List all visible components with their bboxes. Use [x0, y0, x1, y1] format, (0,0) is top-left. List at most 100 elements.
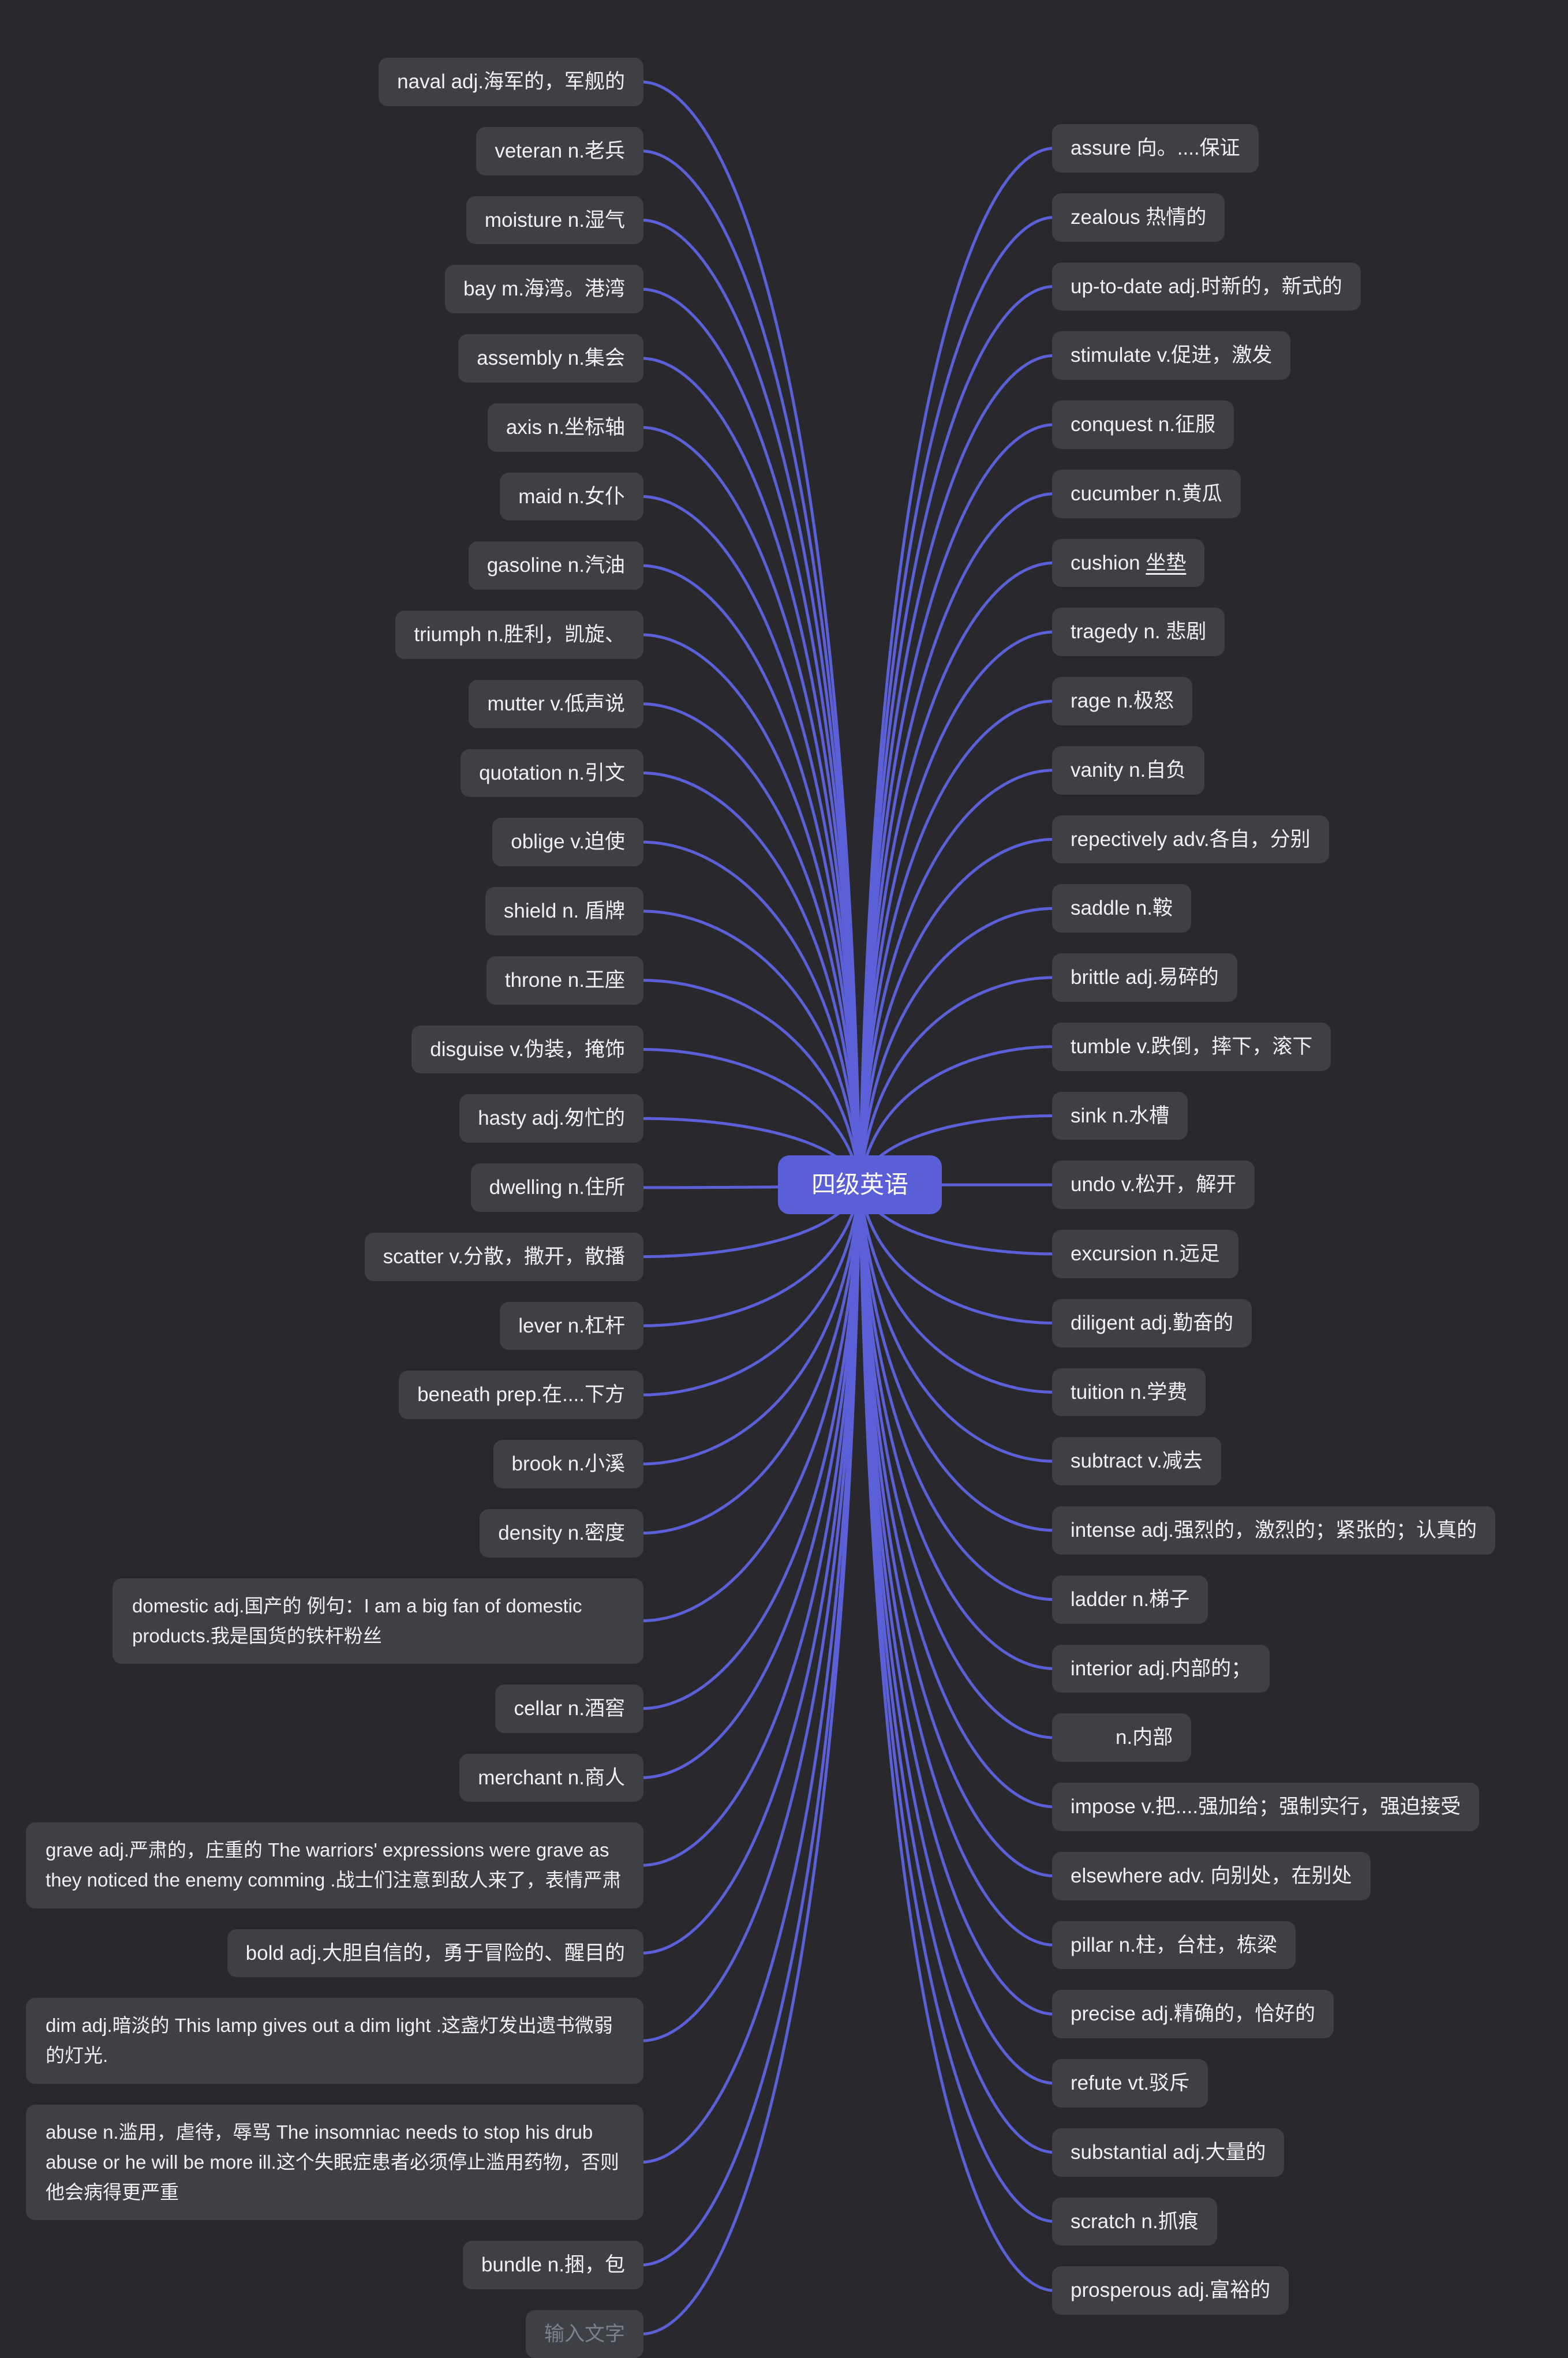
topic-node[interactable]: impose v.把....强加给；强制实行，强迫接受	[1052, 1783, 1479, 1831]
topic-label: brittle adj.易碎的	[1071, 966, 1219, 989]
topic-node[interactable]: grave adj.严肃的，庄重的 The warriors' expressi…	[26, 1822, 643, 1908]
topic-node[interactable]: abuse n.滥用，虐待，辱骂 The insomniac needs to …	[26, 2105, 643, 2220]
topic-node[interactable]: domestic adj.国产的 例句：I am a big fan of do…	[113, 1578, 643, 1664]
topic-label: diligent adj.勤奋的	[1071, 1312, 1233, 1334]
topic-label: cushion	[1071, 552, 1146, 574]
topic-node[interactable]: disguise v.伪装，掩饰	[411, 1025, 643, 1074]
topic-node[interactable]: dim adj.暗淡的 This lamp gives out a dim li…	[26, 1998, 643, 2083]
topic-label: ladder n.梯子	[1071, 1588, 1189, 1611]
topic-node[interactable]: cellar n.酒窖	[495, 1685, 643, 1733]
topic-label: abuse n.滥用，虐待，辱骂 The insomniac needs to …	[46, 2121, 619, 2203]
topic-node[interactable]: subtract v.减去	[1052, 1437, 1221, 1485]
topic-node[interactable]: scratch n.抓痕	[1052, 2198, 1217, 2246]
topic-node[interactable]: substantial adj.大量的	[1052, 2128, 1284, 2177]
topic-node[interactable]: quotation n.引文	[461, 749, 643, 798]
topic-node[interactable]: dwelling n.住所	[471, 1163, 643, 1212]
topic-label: gasoline n.汽油	[487, 554, 625, 577]
topic-node[interactable]: prosperous adj.富裕的	[1052, 2266, 1289, 2315]
topic-node[interactable]: repectively adv.各自，分别	[1052, 815, 1329, 864]
topic-label: substantial adj.大量的	[1071, 2141, 1266, 2164]
topic-label: tumble v.跌倒，摔下，滚下	[1071, 1035, 1312, 1058]
topic-node[interactable]: shield n. 盾牌	[485, 887, 643, 935]
topic-node[interactable]: assure 向。....保证	[1052, 124, 1259, 173]
topic-node[interactable]: tragedy n. 悲剧	[1052, 608, 1225, 656]
topic-label: dwelling n.住所	[489, 1176, 625, 1199]
topic-node[interactable]: excursion n.远足	[1052, 1230, 1238, 1278]
topic-label: triumph n.胜利，凯旋、	[414, 623, 625, 646]
topic-node[interactable]: n.内部	[1052, 1713, 1191, 1762]
topic-node[interactable]: bundle n.捆，包	[463, 2241, 643, 2289]
topic-label: zealous 热情的	[1071, 206, 1206, 229]
branch-line	[860, 286, 1054, 1185]
branch-line	[860, 1185, 1054, 1461]
branch-line	[860, 632, 1054, 1185]
topic-node[interactable]: moisture n.湿气	[466, 196, 643, 245]
topic-label: conquest n.征服	[1071, 413, 1215, 436]
topic-node[interactable]: undo v.松开，解开	[1052, 1161, 1255, 1209]
topic-node[interactable]: naval adj.海军的，军舰的	[379, 58, 643, 106]
topic-label: hasty adj.匆忙的	[478, 1107, 625, 1129]
topic-node[interactable]: conquest n.征服	[1052, 401, 1234, 449]
topic-node[interactable]: brook n.小溪	[493, 1440, 643, 1488]
branch-line	[641, 1185, 860, 1709]
central-topic[interactable]: 四级英语	[778, 1155, 942, 1214]
topic-node[interactable]: diligent adj.勤奋的	[1052, 1299, 1252, 1348]
topic-label: up-to-date adj.时新的，新式的	[1071, 275, 1342, 298]
topic-node[interactable]: axis n.坐标轴	[488, 403, 643, 452]
topic-label: oblige v.迫使	[511, 830, 625, 853]
topic-node[interactable]: oblige v.迫使	[492, 818, 643, 866]
topic-node[interactable]: up-to-date adj.时新的，新式的	[1052, 263, 1361, 311]
topic-node[interactable]: precise adj.精确的，恰好的	[1052, 1990, 1334, 2038]
topic-node[interactable]: tumble v.跌倒，摔下，滚下	[1052, 1023, 1331, 1071]
topic-node[interactable]: ladder n.梯子	[1052, 1575, 1208, 1624]
topic-node[interactable]: merchant n.商人	[459, 1754, 643, 1802]
topic-node[interactable]: elsewhere adv. 向别处，在别处	[1052, 1852, 1371, 1900]
topic-label: beneath prep.在....下方	[417, 1383, 625, 1406]
topic-label: assure 向。....保证	[1071, 137, 1240, 159]
topic-node[interactable]: triumph n.胜利，凯旋、	[395, 611, 643, 659]
topic-node[interactable]: cucumber n.黄瓜	[1052, 470, 1241, 518]
topic-node[interactable]: veteran n.老兵	[476, 127, 643, 175]
topic-node[interactable]: pillar n.柱，台柱，栋梁	[1052, 1921, 1296, 1970]
topic-node[interactable]: sink n.水槽	[1052, 1092, 1188, 1140]
topic-node[interactable]: assembly n.集会	[458, 334, 643, 383]
topic-node[interactable]: maid n.女仆	[500, 473, 643, 521]
branch-line	[860, 1185, 1054, 2083]
topic-input-placeholder[interactable]: 输入文字	[526, 2310, 643, 2358]
left-branch-column: naval adj.海军的，军舰的 veteran n.老兵 moisture n.…	[23, 58, 643, 2358]
topic-node[interactable]: gasoline n.汽油	[469, 541, 643, 590]
branch-line	[860, 1185, 1054, 2290]
topic-label: sink n.水槽	[1071, 1105, 1169, 1127]
topic-label: scratch n.抓痕	[1071, 2210, 1199, 2233]
topic-node[interactable]: intense adj.强烈的，激烈的；紧张的；认真的	[1052, 1506, 1495, 1555]
topic-label: scatter v.分散，撒开，散播	[383, 1245, 625, 1268]
topic-node[interactable]: beneath prep.在....下方	[399, 1371, 643, 1419]
topic-node[interactable]: vanity n.自负	[1052, 746, 1204, 795]
topic-node[interactable]: rage n.极怒	[1052, 677, 1192, 725]
topic-node[interactable]: interior adj.内部的；	[1052, 1645, 1270, 1693]
topic-node[interactable]: density n.密度	[480, 1509, 643, 1558]
topic-node[interactable]: zealous 热情的	[1052, 193, 1225, 242]
topic-node[interactable]: refute vt.驳斥	[1052, 2059, 1208, 2108]
topic-label: intense adj.强烈的，激烈的；紧张的；认真的	[1071, 1519, 1477, 1541]
topic-node[interactable]: scatter v.分散，撒开，散播	[365, 1233, 643, 1281]
topic-label: axis n.坐标轴	[506, 416, 625, 439]
topic-label: merchant n.商人	[478, 1766, 625, 1789]
topic-node[interactable]: bay m.海湾。港湾	[445, 265, 643, 313]
topic-label: rage n.极怒	[1071, 690, 1174, 712]
topic-node[interactable]: stimulate v.促进，激发	[1052, 331, 1290, 380]
branch-line	[860, 218, 1054, 1185]
topic-label: precise adj.精确的，恰好的	[1071, 2003, 1315, 2025]
topic-node[interactable]: mutter v.低声说	[469, 680, 643, 728]
topic-node[interactable]: cushion 坐垫	[1052, 539, 1204, 587]
branch-line	[860, 1185, 1054, 1530]
topic-node[interactable]: bold adj.大胆自信的，勇于冒险的、醒目的	[227, 1929, 643, 1978]
topic-node[interactable]: tuition n.学费	[1052, 1368, 1206, 1417]
topic-node[interactable]: throne n.王座	[487, 956, 643, 1005]
topic-label: impose v.把....强加给；强制实行，强迫接受	[1071, 1795, 1461, 1818]
topic-node[interactable]: saddle n.鞍	[1052, 884, 1191, 933]
topic-node[interactable]: lever n.杠杆	[500, 1302, 643, 1350]
topic-node[interactable]: hasty adj.匆忙的	[459, 1094, 643, 1143]
topic-node[interactable]: brittle adj.易碎的	[1052, 953, 1237, 1002]
right-branch-column: assure 向。....保证 zealous 热情的 up-to-date adj…	[1052, 124, 1495, 2315]
